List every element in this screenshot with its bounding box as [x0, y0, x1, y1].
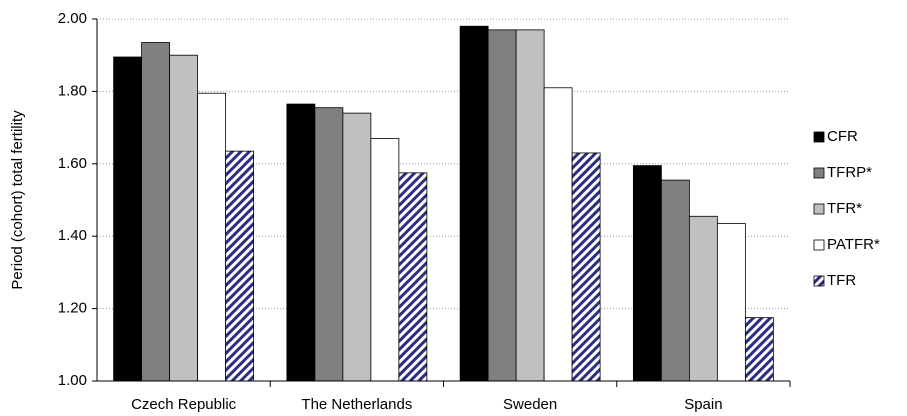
y-tick-label: 1.60: [58, 155, 87, 172]
bar: [515, 29, 545, 382]
bar: [314, 107, 344, 382]
x-tick-label: Czech Republic: [131, 396, 237, 413]
bar: [716, 223, 746, 382]
y-tick-label: 1.00: [58, 372, 87, 389]
y-tick-label: 1.80: [58, 82, 87, 99]
bar: [744, 317, 774, 382]
y-axis-label: Period (cohort) total fertility: [9, 110, 26, 290]
bar: [459, 25, 489, 382]
x-tick-label: The Netherlands: [301, 396, 412, 413]
legend-swatch: [813, 275, 825, 287]
legend-label: TFRP*: [827, 164, 872, 181]
legend-swatch: [813, 239, 825, 251]
y-tick-label: 1.20: [58, 300, 87, 317]
bar: [197, 92, 227, 382]
bar: [370, 138, 400, 382]
legend-swatch: [813, 203, 825, 215]
bar: [342, 112, 372, 382]
legend-label: TFR: [827, 272, 856, 289]
bar: [286, 103, 316, 382]
y-tick-label: 2.00: [58, 10, 87, 27]
bar: [487, 29, 517, 382]
bar: [398, 172, 428, 382]
legend-label: CFR: [827, 128, 858, 145]
x-tick-label: Spain: [684, 396, 722, 413]
bar: [169, 54, 199, 382]
bar: [660, 179, 690, 382]
bar: [543, 87, 573, 382]
y-tick-label: 1.40: [58, 227, 87, 244]
bar: [688, 215, 718, 382]
bar: [113, 56, 143, 382]
bar: [632, 165, 662, 382]
legend-label: TFR*: [827, 200, 862, 217]
legend-swatch: [813, 167, 825, 179]
bar: [571, 152, 601, 382]
bar: [141, 42, 171, 382]
legend-swatch: [813, 131, 825, 143]
x-tick-label: Sweden: [503, 396, 557, 413]
bar: [225, 150, 255, 382]
legend-label: PATFR*: [827, 236, 880, 253]
